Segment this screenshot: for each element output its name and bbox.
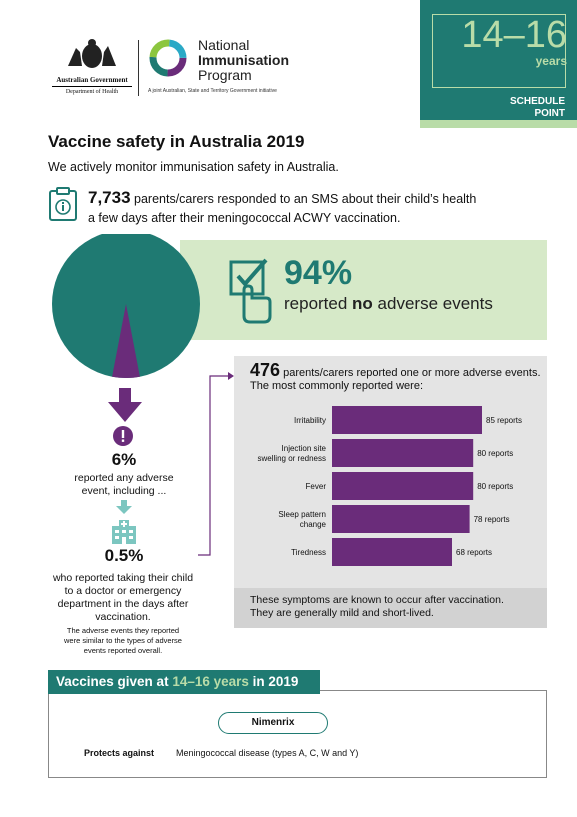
vaccines-heading-post: in 2019 [248,674,299,689]
pie-slice-adverse [112,304,140,379]
nip-ring-logo-icon [149,39,187,77]
page-subtitle: We actively monitor immunisation safety … [48,160,339,174]
value-label-0: 85 reports [486,416,522,425]
small-down-arrow-icon [116,500,132,514]
reported-count: 476 [250,360,281,380]
nip-line-2: Immunisation [198,52,290,68]
reported-text-2: The most commonly reported were: [250,380,424,392]
badge-age: 14–16 [461,14,567,56]
bar-2 [332,472,474,500]
panel-footer-band [234,588,547,628]
value-label-4: 68 reports [456,548,492,557]
sms-summary: 7,733 parents/carers responded to an SMS… [88,188,476,228]
bar-1 [332,439,474,467]
doctor-text-1: who reported taking their child [52,572,194,584]
no-adverse-percent: 94% [284,254,353,292]
no-adverse-banner [180,240,547,340]
doctor-text: who reported taking their child to a doc… [44,572,202,624]
badge-label: SCHEDULE POINT [510,96,565,120]
panel-footer: These symptoms are known to occur after … [250,594,504,620]
category-label-0-0: Irritability [294,416,326,425]
nip-wordmark: National Immunisation Program [198,38,289,83]
note-line-2: were similar to the types of adverse [64,636,182,645]
doctor-text-4: vaccination. [95,611,151,623]
nip-line-1: National [198,37,250,53]
vaccines-heading-pre: Vaccines given at [56,674,173,689]
checkbox-hand-icon [229,258,272,324]
symptoms-bar-chart: Irritability 85 reports Injection siteswel… [258,406,522,566]
panel-footer-1: These symptoms are known to occur after … [250,594,504,606]
doctor-text-3: department in the days after [57,598,189,610]
page-title: Vaccine safety in Australia 2019 [48,132,305,151]
doctor-text-2: to a doctor or emergency [64,585,182,597]
category-label-3-0: Sleep pattern [278,510,326,519]
adverse-text-2: event, including ... [81,485,167,497]
category-label-3-1: change [300,520,327,529]
clipboard-icon [49,187,77,221]
no-adverse-text-bold: no [352,294,373,313]
coat-of-arms-icon [68,39,116,68]
category-label-4-0: Tiredness [291,548,326,557]
vaccine-box [48,690,547,778]
badge-frame [432,14,566,88]
adverse-share-pie [52,234,200,379]
gov-name: Australian Government [56,76,128,84]
hospital-icon [112,520,136,544]
down-arrow-icon [108,388,142,422]
adverse-text-1: reported any adverse [74,472,174,484]
category-label-2-0: Fever [306,482,327,491]
no-adverse-text: reported no adverse events [284,294,493,314]
adverse-text: reported any adverse event, including ..… [56,472,192,498]
sms-text-1: parents/carers responded to an SMS about… [130,192,477,206]
badge-unit: years [535,54,567,68]
note-line-3: events reported overall. [83,646,163,655]
bar-4 [332,538,452,566]
category-label-1-1: swelling or redness [258,454,326,463]
vaccines-heading: Vaccines given at 14–16 years in 2019 [48,670,320,694]
reported-line-1: 476 parents/carers reported one or more … [250,361,541,380]
no-adverse-text-post: adverse events [372,294,493,313]
sms-text-2: a few days after their meningococcal ACW… [88,211,401,225]
sms-line-1: 7,733 parents/carers responded to an SMS… [88,188,476,209]
similarity-note: The adverse events they reported were si… [52,626,194,656]
reported-summary: 476 parents/carers reported one or more … [250,361,541,393]
exclamation-icon [113,426,133,446]
value-label-2: 80 reports [477,482,513,491]
protects-label: Protects against [84,748,155,758]
no-adverse-text-pre: reported [284,294,353,313]
adverse-percent: 6% [111,450,137,469]
category-label-1-0: Injection site [282,444,327,453]
badge-label-line-2: POINT [534,108,565,119]
nip-line-3: Program [198,67,252,83]
vaccines-heading-age: 14–16 years [172,674,249,689]
vaccine-name-pill: Nimenrix [218,712,328,734]
header-divider [138,40,139,96]
bar-0 [332,406,482,434]
note-line-1: The adverse events they reported [66,626,180,635]
sms-count: 7,733 [88,188,131,207]
value-label-1: 80 reports [477,449,513,458]
doctor-percent: 0.5% [104,546,144,565]
bar-3 [332,505,470,533]
protects-value: Meningococcal disease (types A, C, W and… [176,748,359,758]
nip-subtitle: A joint Australian, State and Territory … [148,88,277,94]
connector-bracket [198,372,234,556]
department-name: Department of Health [52,86,132,95]
reported-text-1: parents/carers reported one or more adve… [280,367,541,379]
badge-label-line-1: SCHEDULE [509,96,565,107]
schedule-point-badge: 14–16 years SCHEDULE POINT [420,0,577,128]
panel-footer-2: They are generally mild and short-lived. [250,607,434,619]
value-label-3: 78 reports [474,515,510,524]
australian-government-logo: Australian Government Department of Heal… [52,38,132,95]
